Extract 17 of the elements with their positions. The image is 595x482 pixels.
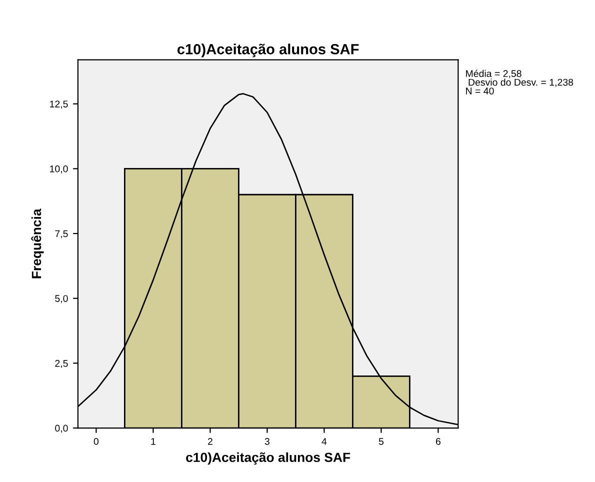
x-tick-label: 4 [322, 438, 327, 445]
x-tick-label: 6 [436, 438, 440, 445]
x-tick-label: 3 [264, 438, 270, 445]
x-tick-label: 1 [151, 438, 156, 445]
y-tick-label: 5,0 [55, 295, 68, 304]
y-tick-label: 0,0 [55, 424, 68, 433]
x-tick-label: 2 [208, 438, 212, 445]
x-axis-title: c10)Aceitação alunos SAF [186, 452, 350, 465]
y-tick-label: 2,5 [55, 360, 68, 368]
y-tick-label: 12,5 [50, 100, 68, 109]
y-tick-label: 7,5 [55, 230, 68, 238]
x-tick-label: 0 [94, 438, 99, 445]
x-tick-label: 5 [378, 438, 384, 445]
y-tick-label: 10,0 [50, 165, 68, 174]
text: Média = 2,58 Desvio do Desv. = 1,238 N = 40 [466, 70, 574, 94]
y-axis-title: Frequência [31, 208, 44, 278]
chart-title: c10)Aceitação alunos SAF [177, 44, 359, 58]
